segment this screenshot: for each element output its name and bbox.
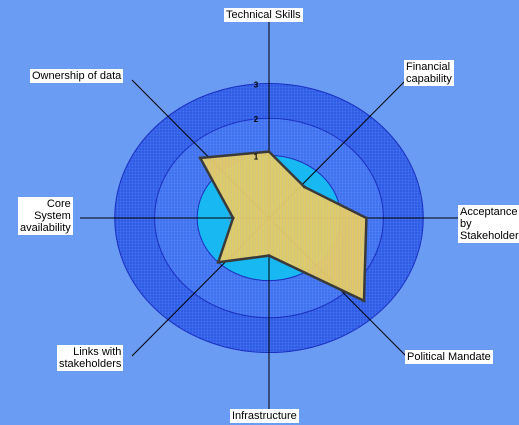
category-label: Infrastructure: [230, 409, 299, 423]
category-label: Technical Skills: [224, 8, 303, 22]
category-label: Core System availability: [18, 197, 73, 235]
data-point: [216, 260, 220, 264]
radar-tick-labels: 1 2 3: [254, 80, 259, 161]
tick-label: 1: [254, 152, 259, 161]
category-label: Political Mandate: [405, 350, 493, 364]
data-point: [267, 254, 271, 258]
data-point: [303, 185, 306, 189]
category-label: Links with stakeholders: [57, 345, 124, 371]
category-label: Financial capability: [404, 60, 454, 86]
category-label: Acceptance by Stakeholders: [458, 205, 519, 243]
data-point: [267, 150, 271, 154]
tick-label: 3: [254, 80, 259, 89]
category-label: Ownership of data: [30, 69, 124, 83]
tick-label: 2: [254, 115, 259, 124]
data-point: [198, 156, 202, 160]
data-point: [364, 216, 368, 220]
data-point: [231, 216, 235, 220]
radar-series: [198, 150, 368, 303]
data-point: [362, 299, 366, 303]
